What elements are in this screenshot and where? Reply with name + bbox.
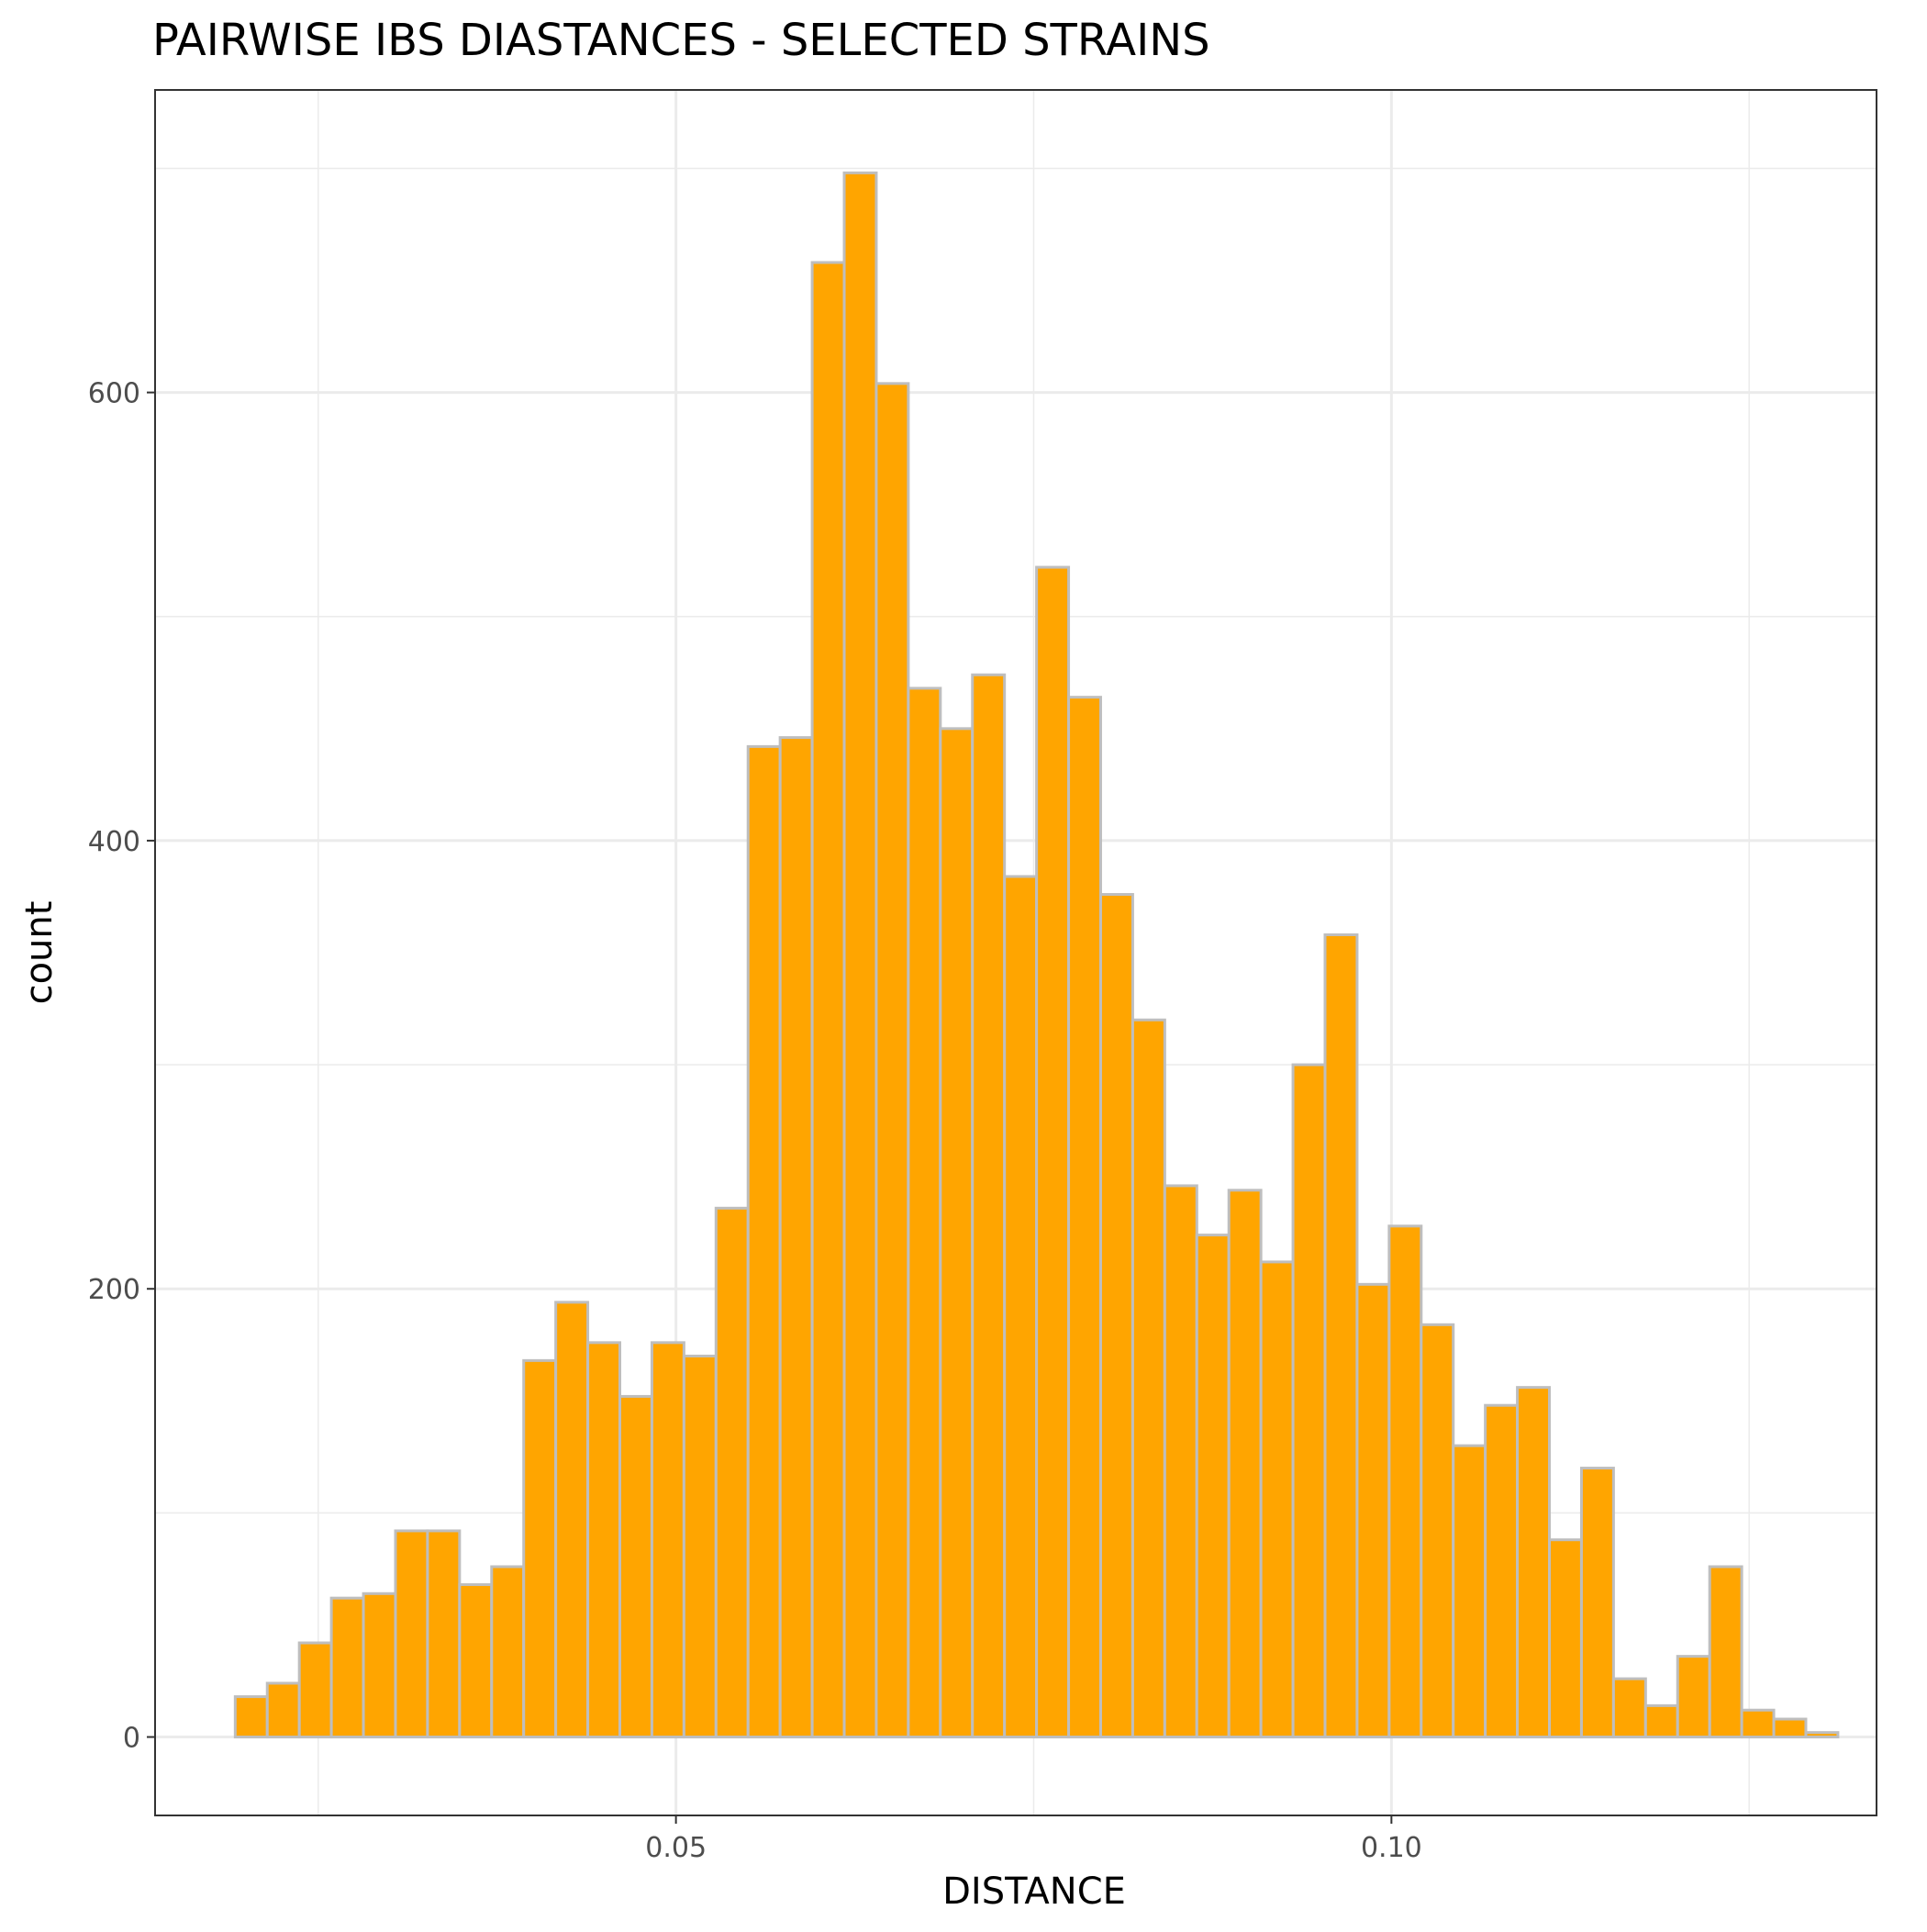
y-axis-label: count: [18, 901, 61, 1005]
histogram-bar: [329, 1596, 365, 1739]
histogram-bar: [1323, 932, 1359, 1739]
histogram-bar: [1804, 1731, 1840, 1739]
histogram-bar: [586, 1341, 622, 1739]
histogram-bar: [746, 744, 782, 1739]
histogram-bar: [426, 1529, 462, 1739]
x-tick-label: 0.10: [1361, 1832, 1422, 1864]
y-tick-label: 200: [88, 1274, 140, 1306]
histogram-bar: [1740, 1708, 1776, 1739]
histogram-bar: [1420, 1323, 1455, 1739]
histogram-bar: [1003, 875, 1039, 1739]
histogram-bar: [971, 673, 1007, 1739]
histogram-bar: [1708, 1565, 1743, 1739]
histogram-bar: [1548, 1538, 1583, 1739]
histogram-bar: [1195, 1234, 1231, 1739]
histogram-bar: [1516, 1386, 1552, 1739]
histogram-bar: [874, 382, 910, 1739]
histogram-bar: [1643, 1703, 1679, 1739]
histogram-bar: [233, 1695, 269, 1739]
histogram-bar: [1484, 1403, 1520, 1739]
histogram-bar: [714, 1206, 750, 1739]
histogram-bar: [265, 1681, 301, 1739]
histogram-bar: [1387, 1224, 1423, 1739]
histogram-bar: [458, 1583, 494, 1739]
histogram-bar: [1259, 1260, 1295, 1739]
histogram-bar: [939, 727, 975, 1739]
histogram-bar: [682, 1354, 718, 1739]
bars-layer: [233, 171, 1840, 1739]
histogram-bar: [1131, 1018, 1166, 1739]
histogram-bar: [907, 687, 942, 1739]
histogram-bar: [362, 1591, 397, 1739]
histogram-bar: [650, 1341, 685, 1739]
y-tick-label: 400: [88, 826, 140, 858]
histogram-bar: [1098, 893, 1134, 1739]
histogram-bar: [778, 736, 814, 1739]
histogram-bar: [1772, 1717, 1808, 1739]
histogram-bar: [1611, 1677, 1647, 1739]
histogram-bar: [810, 261, 846, 1739]
chart-title: PAIRWISE IBS DIASTANCES - SELECTED STRAI…: [152, 15, 1210, 66]
histogram-bar: [1579, 1467, 1615, 1739]
histogram-bar: [394, 1529, 429, 1739]
histogram-bar: [297, 1641, 333, 1739]
x-tick-label: 0.05: [645, 1832, 707, 1864]
y-tick-label: 600: [88, 378, 140, 410]
histogram-bar: [1227, 1189, 1263, 1739]
histogram-bar: [1035, 565, 1071, 1739]
axis-layer: 0 200 400 600 0.05 0.10: [88, 378, 1422, 1864]
histogram-bar: [842, 171, 878, 1739]
histogram-bar: [1355, 1282, 1391, 1739]
histogram-bar: [618, 1394, 653, 1739]
y-tick-label: 0: [123, 1723, 140, 1755]
histogram-bar: [554, 1301, 590, 1739]
histogram-bar: [490, 1565, 526, 1739]
histogram-bar: [1452, 1444, 1487, 1739]
x-axis-label: DISTANCE: [942, 1871, 1126, 1913]
histogram-bar: [522, 1358, 558, 1739]
panel-border: [154, 89, 1877, 1816]
histogram-bar: [1067, 696, 1102, 1739]
histogram-bar: [1676, 1655, 1711, 1739]
histogram-bar: [1163, 1184, 1198, 1739]
histogram-bar: [1291, 1063, 1327, 1739]
